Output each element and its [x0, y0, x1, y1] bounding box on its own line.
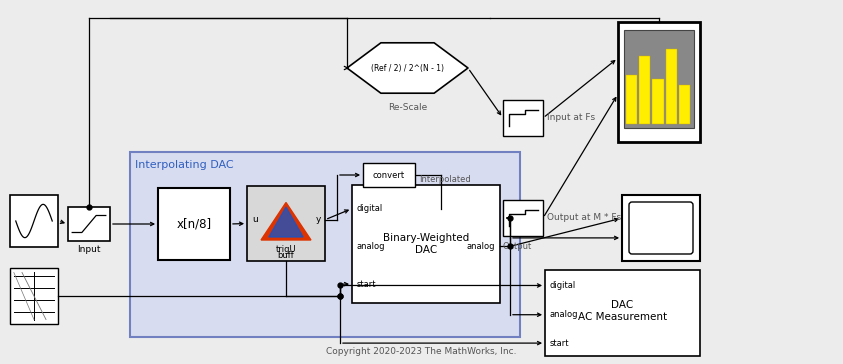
Bar	[545, 270, 700, 356]
Bar	[352, 185, 500, 303]
Text: Output: Output	[503, 242, 532, 251]
Bar	[503, 200, 543, 236]
Polygon shape	[347, 43, 468, 93]
Text: Copyright 2020-2023 The MathWorks, Inc.: Copyright 2020-2023 The MathWorks, Inc.	[326, 348, 517, 356]
Bar	[626, 75, 637, 124]
Text: Re-Scale: Re-Scale	[388, 103, 427, 112]
Text: analog: analog	[550, 310, 578, 319]
Bar	[10, 195, 58, 247]
Bar	[363, 163, 415, 187]
Text: Output at M * Fs: Output at M * Fs	[547, 214, 621, 222]
Text: u: u	[252, 215, 258, 224]
Polygon shape	[261, 202, 311, 240]
FancyBboxPatch shape	[629, 202, 693, 254]
Bar	[247, 186, 325, 261]
Bar	[666, 49, 677, 124]
Text: y: y	[315, 215, 321, 224]
Text: Interpolating DAC: Interpolating DAC	[135, 160, 234, 170]
Bar	[158, 188, 230, 260]
Text: (Ref / 2) / 2^(N - 1): (Ref / 2) / 2^(N - 1)	[371, 63, 444, 72]
Bar	[10, 268, 58, 324]
Text: Interpolated: Interpolated	[419, 175, 470, 184]
Text: buff: buff	[277, 251, 294, 260]
Bar	[503, 100, 543, 136]
Bar	[618, 22, 700, 142]
Bar	[652, 79, 663, 124]
Bar	[679, 84, 690, 124]
Bar	[68, 207, 110, 241]
Text: Input at Fs: Input at Fs	[547, 114, 595, 123]
Text: DAC
AC Measurement: DAC AC Measurement	[578, 300, 667, 322]
Text: digital: digital	[550, 281, 577, 290]
Polygon shape	[269, 207, 303, 237]
Text: analog: analog	[466, 242, 495, 251]
Bar	[622, 195, 700, 261]
Bar	[624, 30, 694, 128]
Text: analog: analog	[357, 242, 385, 251]
Text: trigU: trigU	[276, 245, 296, 254]
Text: digital: digital	[357, 204, 384, 213]
Text: Input: Input	[78, 245, 101, 253]
Text: start: start	[357, 280, 377, 289]
Text: x[n/8]: x[n/8]	[176, 218, 212, 230]
Text: convert: convert	[373, 170, 405, 179]
Text: start: start	[550, 339, 570, 348]
Bar	[130, 152, 520, 337]
Text: Binary-Weighted
DAC: Binary-Weighted DAC	[383, 233, 469, 255]
Bar	[639, 56, 651, 124]
